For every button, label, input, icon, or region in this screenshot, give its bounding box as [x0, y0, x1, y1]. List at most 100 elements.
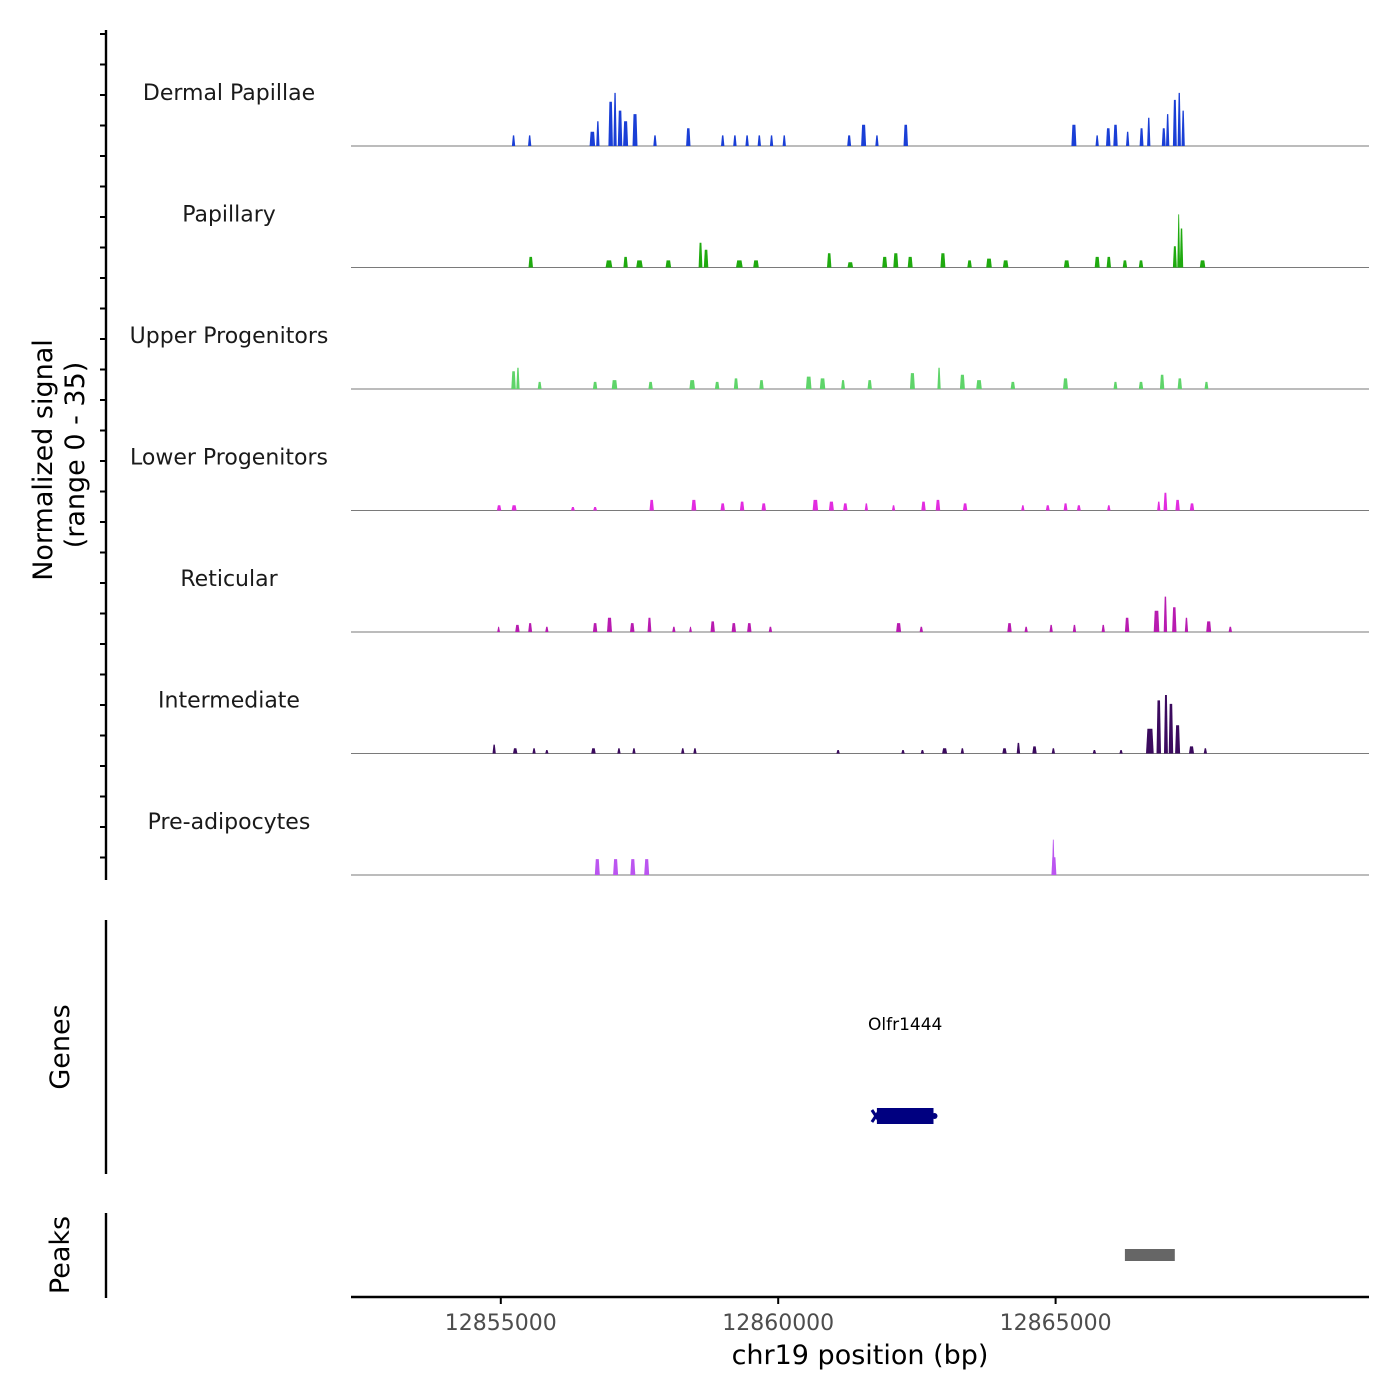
track-label: Pre-adipocytes: [148, 810, 311, 835]
signal-peak: [909, 373, 915, 389]
signal-peak: [1045, 505, 1050, 511]
signal-peak: [1113, 124, 1118, 146]
signal-peak: [757, 135, 761, 146]
x-axis-ticks: 12855000 12860000 12865000: [445, 1297, 1112, 1336]
track-dermal-papillae: Dermal Papillae: [143, 81, 1369, 147]
signal-peak: [1051, 748, 1055, 754]
signal-peak: [613, 859, 619, 875]
signal-peak: [617, 748, 621, 754]
signal-peak: [630, 859, 636, 875]
signal-peak: [836, 750, 840, 754]
signal-peak: [593, 507, 597, 511]
signal-peak: [1184, 617, 1189, 632]
track-label: Reticular: [180, 567, 278, 592]
signal-peak: [665, 260, 672, 268]
signal-peak: [1051, 857, 1057, 875]
track-reticular: Reticular: [180, 567, 1369, 633]
signal-peak: [1092, 750, 1097, 754]
signal-peak: [632, 114, 638, 146]
signal-peak: [605, 260, 613, 268]
signal-peak: [571, 507, 575, 511]
track-intermediate: Intermediate: [158, 689, 1369, 754]
signal-peak: [710, 621, 715, 632]
signal-peak: [733, 378, 739, 389]
signal-peak: [733, 135, 737, 146]
signal-peak: [731, 623, 736, 632]
signal-peak: [1094, 256, 1100, 268]
signal-peak: [867, 380, 872, 389]
signal-peak: [819, 378, 826, 389]
signal-peak: [1138, 381, 1144, 389]
track-papillary: Papillary: [182, 203, 1369, 268]
signal-peak: [1076, 505, 1081, 511]
signal-peak: [1049, 624, 1053, 632]
signal-peak: [919, 626, 923, 632]
signal-peak: [907, 256, 913, 268]
signal-peak: [623, 121, 629, 146]
signal-peak: [591, 748, 596, 754]
signal-peak: [511, 505, 517, 511]
signal-peak: [647, 617, 652, 632]
x-axis-tick-label: 12860000: [722, 1311, 834, 1336]
signal-peak: [497, 626, 500, 632]
signal-peak: [681, 748, 685, 754]
signal-peak: [1204, 381, 1209, 389]
signal-peak: [1113, 381, 1118, 389]
signal-peak: [1175, 725, 1181, 754]
signal-peak: [920, 750, 925, 754]
signal-peak: [1063, 260, 1070, 268]
signal-peak: [940, 253, 946, 268]
signal-peak: [623, 256, 628, 268]
signal-peak: [608, 101, 613, 146]
signal-peak: [515, 624, 520, 632]
track-upper-progenitors: Upper Progenitors: [130, 324, 1369, 390]
x-axis: 12855000 12860000 12865000 chr19 position …: [351, 1295, 1369, 1371]
signal-peak: [1172, 246, 1177, 268]
track-label: Lower Progenitors: [130, 446, 328, 471]
signal-peak: [714, 381, 720, 389]
signal-peak: [1159, 374, 1165, 389]
track-label: Intermediate: [158, 689, 300, 714]
signal-peak: [703, 249, 709, 268]
peaks-panel: Peaks: [45, 1213, 1175, 1298]
signal-peak: [528, 256, 533, 268]
signal-peak: [698, 242, 703, 268]
signal-peak: [1007, 623, 1012, 632]
gene-end-marker: [931, 1113, 938, 1119]
signal-peak: [516, 367, 520, 389]
signal-peak: [828, 501, 834, 511]
signal-peak: [1106, 256, 1111, 268]
gene-label: Olfr1444: [868, 1015, 942, 1035]
signal-peak: [1206, 621, 1212, 632]
signal-peak: [1124, 617, 1130, 632]
signal-peak: [532, 748, 536, 754]
signal-peak: [1119, 750, 1123, 754]
signal-peak: [1177, 378, 1182, 389]
coverage-left-axis: [100, 30, 108, 880]
signal-peak: [893, 253, 899, 268]
signal-peak: [1021, 505, 1025, 511]
signal-peak: [1153, 610, 1160, 632]
signal-peak: [1024, 626, 1028, 632]
signal-peak: [827, 253, 832, 268]
signal-peak: [613, 92, 617, 146]
signal-peak: [1095, 135, 1099, 146]
signal-peak: [693, 748, 697, 754]
signal-peak: [769, 135, 774, 146]
signal-peak: [592, 381, 598, 389]
genes-panel-label: Genes: [45, 1004, 76, 1089]
signal-peak: [653, 135, 657, 146]
signal-peak: [1063, 503, 1068, 511]
track-label: Papillary: [182, 203, 276, 228]
signal-peak: [1166, 114, 1170, 146]
signal-peak: [747, 623, 752, 632]
signal-peak: [689, 380, 695, 389]
signal-peak: [976, 380, 982, 389]
signal-peak: [1175, 499, 1180, 511]
signal-peak: [1177, 214, 1181, 268]
signal-peak: [511, 371, 516, 389]
signal-peak: [611, 380, 618, 389]
signal-peak: [648, 381, 653, 389]
signal-peak: [691, 499, 697, 511]
signal-peak: [636, 260, 643, 268]
